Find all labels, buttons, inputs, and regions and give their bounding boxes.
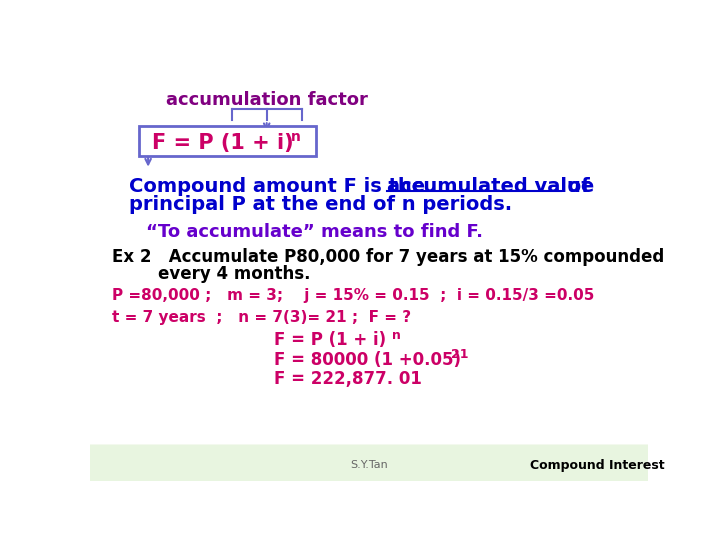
FancyBboxPatch shape [87,445,651,484]
Text: of: of [561,177,590,196]
Text: principal P at the end of n periods.: principal P at the end of n periods. [129,195,512,214]
Text: F = P (1 + i): F = P (1 + i) [152,132,294,153]
Text: “To accumulate” means to find F.: “To accumulate” means to find F. [145,223,483,241]
Text: accumulation factor: accumulation factor [166,91,368,109]
Text: F = 80000 (1 +0.05): F = 80000 (1 +0.05) [274,350,462,369]
Text: F = P (1 + i): F = P (1 + i) [274,332,387,349]
Text: n: n [291,130,301,144]
Text: every 4 months.: every 4 months. [112,265,310,284]
Text: Compound Interest: Compound Interest [531,458,665,472]
Text: n: n [392,328,401,342]
Text: F = 222,877. 01: F = 222,877. 01 [274,370,423,388]
Text: accumulated value: accumulated value [387,177,594,196]
Text: t = 7 years  ;   n = 7(3)= 21 ;  F = ?: t = 7 years ; n = 7(3)= 21 ; F = ? [112,310,411,325]
Text: Compound amount F is the: Compound amount F is the [129,177,431,196]
Text: Ex 2   Accumulate P80,000 for 7 years at 15% compounded: Ex 2 Accumulate P80,000 for 7 years at 1… [112,248,664,266]
FancyBboxPatch shape [139,126,316,156]
Text: S.Y.Tan: S.Y.Tan [350,460,388,470]
Text: P =80,000 ;   m = 3;    j = 15% = 0.15  ;  i = 0.15/3 =0.05: P =80,000 ; m = 3; j = 15% = 0.15 ; i = … [112,288,594,303]
Text: 21: 21 [451,348,469,361]
